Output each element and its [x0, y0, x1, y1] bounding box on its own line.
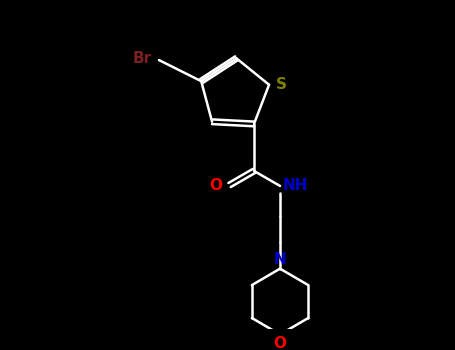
Text: S: S — [276, 77, 287, 92]
Text: O: O — [273, 336, 287, 350]
Text: N: N — [273, 252, 286, 267]
Text: NH: NH — [283, 178, 308, 194]
Text: O: O — [209, 177, 222, 192]
Text: Br: Br — [132, 51, 152, 66]
